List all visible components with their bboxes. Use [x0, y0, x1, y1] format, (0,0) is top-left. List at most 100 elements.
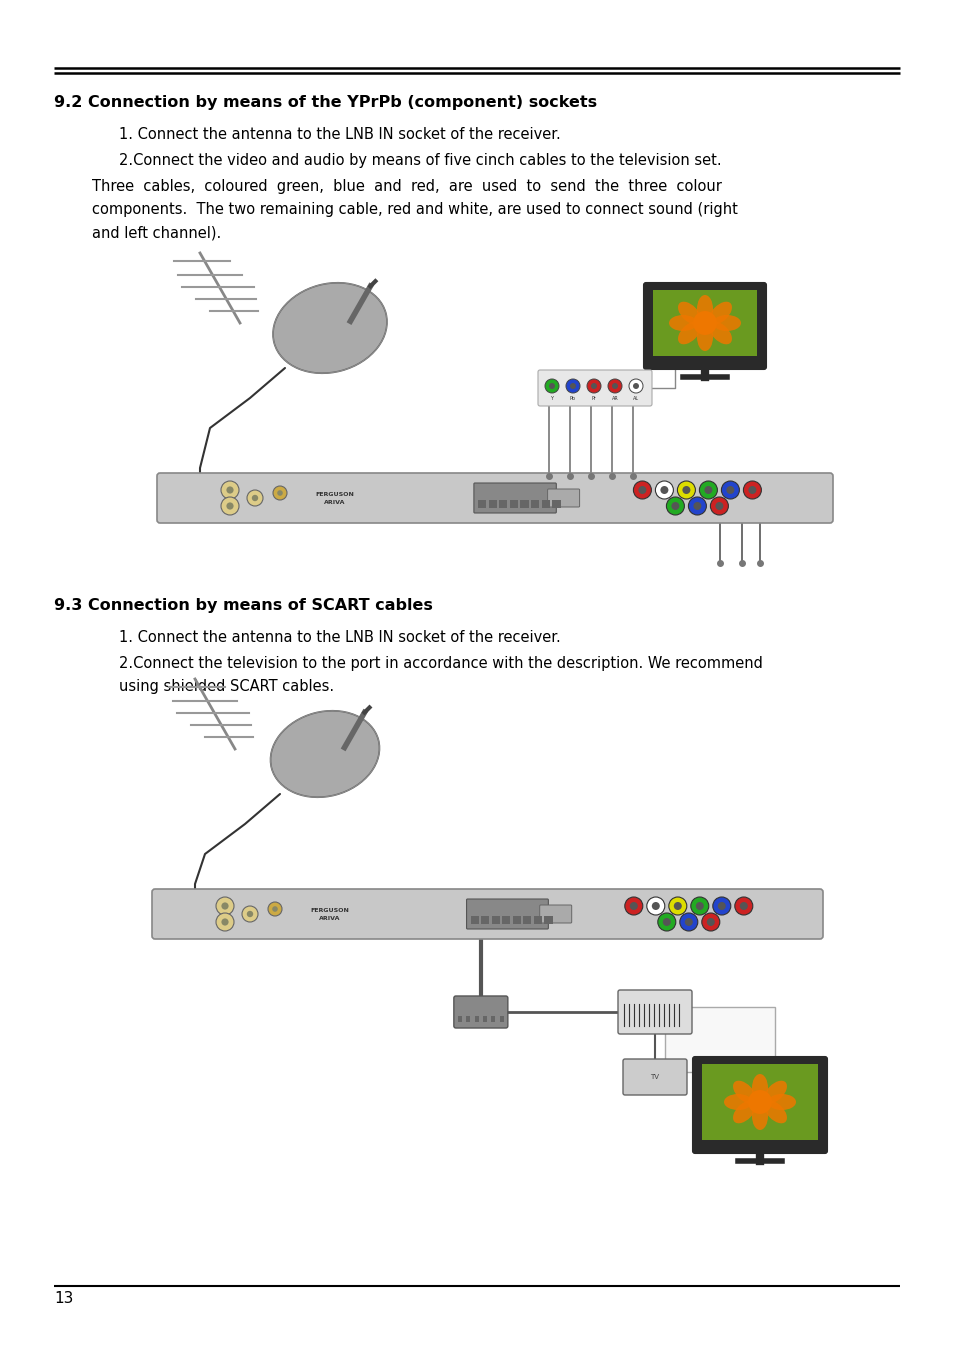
- Text: Pb: Pb: [569, 396, 576, 401]
- Ellipse shape: [678, 322, 700, 345]
- Bar: [475, 1016, 478, 1021]
- Circle shape: [693, 503, 700, 509]
- Circle shape: [666, 497, 683, 515]
- Circle shape: [607, 380, 621, 393]
- Circle shape: [273, 486, 287, 500]
- FancyBboxPatch shape: [692, 1056, 826, 1152]
- Circle shape: [548, 382, 555, 389]
- Circle shape: [633, 481, 651, 499]
- Text: 9.2 Connection by means of the YPrPb (component) sockets: 9.2 Connection by means of the YPrPb (co…: [54, 95, 597, 109]
- FancyBboxPatch shape: [547, 489, 579, 507]
- Circle shape: [706, 917, 714, 925]
- Circle shape: [221, 497, 239, 515]
- Circle shape: [717, 902, 725, 911]
- Circle shape: [272, 907, 277, 912]
- Ellipse shape: [273, 282, 387, 373]
- Bar: [480, 916, 489, 924]
- Ellipse shape: [678, 301, 700, 324]
- Ellipse shape: [751, 1074, 767, 1102]
- Bar: [544, 916, 552, 924]
- Circle shape: [215, 913, 233, 931]
- Text: AL: AL: [632, 396, 639, 401]
- Bar: [531, 500, 538, 508]
- Bar: [701, 1065, 817, 1140]
- Ellipse shape: [751, 1102, 767, 1129]
- Circle shape: [673, 902, 681, 911]
- Circle shape: [268, 902, 282, 916]
- Circle shape: [684, 917, 692, 925]
- Circle shape: [658, 913, 675, 931]
- Bar: [512, 916, 520, 924]
- Bar: [470, 916, 478, 924]
- Text: Y: Y: [550, 396, 553, 401]
- Circle shape: [692, 311, 717, 335]
- FancyBboxPatch shape: [539, 905, 571, 923]
- Text: 13: 13: [54, 1292, 73, 1306]
- Circle shape: [701, 913, 720, 931]
- Circle shape: [565, 380, 579, 393]
- Bar: [466, 1016, 470, 1021]
- Text: TV: TV: [650, 1074, 659, 1079]
- Circle shape: [646, 897, 664, 915]
- Circle shape: [690, 897, 708, 915]
- FancyBboxPatch shape: [474, 484, 556, 513]
- Circle shape: [747, 486, 756, 494]
- Circle shape: [612, 382, 618, 389]
- Circle shape: [633, 382, 639, 389]
- Bar: [652, 290, 757, 357]
- Bar: [509, 500, 517, 508]
- Ellipse shape: [723, 1094, 751, 1111]
- Text: Three  cables,  coloured  green,  blue  and  red,  are  used  to  send  the  thr: Three cables, coloured green, blue and r…: [92, 178, 721, 195]
- Bar: [491, 916, 499, 924]
- Ellipse shape: [763, 1081, 786, 1104]
- Circle shape: [215, 897, 233, 915]
- Text: using shielded SCART cables.: using shielded SCART cables.: [119, 680, 335, 694]
- Circle shape: [569, 382, 576, 389]
- Ellipse shape: [668, 315, 697, 331]
- Circle shape: [747, 1090, 771, 1115]
- Bar: [541, 500, 549, 508]
- Ellipse shape: [732, 1081, 755, 1104]
- Circle shape: [226, 503, 233, 509]
- Bar: [488, 500, 497, 508]
- Bar: [552, 500, 560, 508]
- Circle shape: [247, 490, 263, 507]
- Circle shape: [655, 481, 673, 499]
- Circle shape: [677, 481, 695, 499]
- Circle shape: [628, 380, 642, 393]
- Bar: [501, 916, 510, 924]
- Bar: [499, 1016, 503, 1021]
- Circle shape: [671, 503, 679, 509]
- FancyBboxPatch shape: [157, 473, 832, 523]
- Circle shape: [681, 486, 690, 494]
- Ellipse shape: [732, 1101, 755, 1123]
- Text: ARIVA: ARIVA: [324, 500, 345, 504]
- Text: 1. Connect the antenna to the LNB IN socket of the receiver.: 1. Connect the antenna to the LNB IN soc…: [119, 630, 560, 644]
- Circle shape: [590, 382, 597, 389]
- Bar: [491, 1016, 495, 1021]
- Bar: [457, 1016, 461, 1021]
- Bar: [498, 500, 507, 508]
- Text: Pr: Pr: [591, 396, 596, 401]
- Ellipse shape: [697, 323, 712, 351]
- Circle shape: [668, 897, 686, 915]
- Ellipse shape: [697, 295, 712, 323]
- Circle shape: [221, 919, 229, 925]
- Circle shape: [699, 481, 717, 499]
- Circle shape: [586, 380, 600, 393]
- Text: 2.Connect the television to the port in accordance with the description. We reco: 2.Connect the television to the port in …: [119, 657, 762, 671]
- Text: FERGUSON: FERGUSON: [315, 492, 355, 497]
- Ellipse shape: [712, 315, 740, 331]
- Circle shape: [662, 917, 670, 925]
- Circle shape: [221, 902, 229, 909]
- Text: 9.3 Connection by means of SCART cables: 9.3 Connection by means of SCART cables: [54, 598, 433, 613]
- Bar: [520, 500, 528, 508]
- Circle shape: [629, 902, 638, 911]
- Circle shape: [679, 913, 697, 931]
- Circle shape: [703, 486, 712, 494]
- Circle shape: [712, 897, 730, 915]
- FancyBboxPatch shape: [152, 889, 822, 939]
- Text: and left channel).: and left channel).: [92, 226, 221, 240]
- Circle shape: [688, 497, 705, 515]
- Text: 1. Connect the antenna to the LNB IN socket of the receiver.: 1. Connect the antenna to the LNB IN soc…: [119, 127, 560, 142]
